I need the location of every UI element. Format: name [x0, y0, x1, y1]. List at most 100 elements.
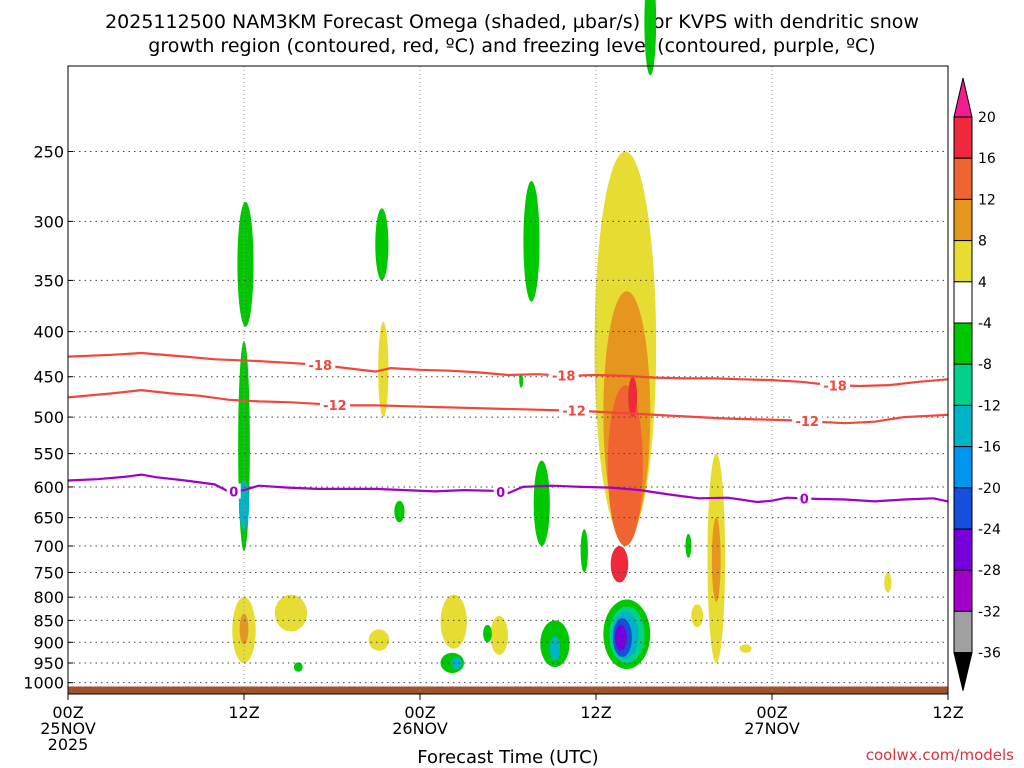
- dgz-contour-1-label-bg-1: [559, 402, 589, 418]
- omega-cell-5: [523, 180, 540, 302]
- colorbar-label-11: -28: [978, 563, 1001, 579]
- colorbar-band-10: [953, 528, 973, 571]
- x-tick-label-0-1: 00Z: [52, 703, 83, 722]
- colorbar-bottom-arrow: [953, 652, 973, 691]
- title-line-2: growth region (contoured, red, ºC) and f…: [148, 35, 875, 57]
- colorbar-label-9: -20: [978, 481, 1001, 497]
- omega-cell-9: [580, 529, 588, 573]
- temperature-contours: -18 -18 -18 -12 -12 -12 0 0 0: [67, 351, 949, 507]
- y-tick-label-10: 750: [33, 563, 64, 582]
- omega-cell-16: [628, 376, 638, 418]
- dgz-contour-1-label-1: -12: [562, 405, 586, 420]
- credit-link[interactable]: coolwx.com/models: [866, 746, 1014, 764]
- y-tick-label-5: 500: [33, 408, 64, 427]
- freezing-level-label-bg-0: [226, 483, 241, 499]
- colorbar-label-6: -8: [978, 357, 992, 373]
- dgz-contour-1-label-0: -12: [323, 399, 347, 414]
- x-axis-label: Forecast Time (UTC): [417, 747, 598, 768]
- colorbar-band-8: [953, 446, 973, 489]
- omega-cell-10: [685, 533, 692, 558]
- dgz-contour-0-label-bg-2: [820, 377, 851, 393]
- omega-cell-14: [607, 385, 643, 547]
- omega-cell-20: [239, 613, 249, 645]
- dgz-contour-0-label-bg-0: [305, 356, 336, 372]
- y-tick-label-3: 400: [33, 323, 64, 342]
- colorbar-band-gray: [953, 610, 973, 654]
- colorbar-label-7: -12: [978, 398, 1001, 414]
- freezing-level-label-bg-2: [797, 490, 812, 506]
- omega-cell-21: [274, 594, 308, 632]
- ground-terrain: [68, 686, 948, 694]
- colorbar-band-6: [953, 363, 973, 406]
- omega-cell-32: [615, 624, 627, 651]
- colorbar-label-10: -24: [978, 522, 1001, 538]
- colorbar-band-9: [953, 487, 973, 530]
- colorbar-label-4: 4: [978, 275, 987, 291]
- omega-cell-8: [533, 460, 550, 547]
- omega-cell-4: [375, 208, 389, 281]
- colorbar-label-12: -32: [978, 604, 1001, 620]
- omega-cell-0: [644, 0, 657, 76]
- colorbar-band-11: [953, 569, 973, 612]
- x-tick-label-4-2: 27NOV: [744, 719, 800, 738]
- dgz-contour-1-label-2: -12: [795, 415, 819, 430]
- omega-cell-34: [549, 635, 561, 661]
- dgz-contour-0-label-0: -18: [309, 359, 333, 374]
- dgz-contour-0-label-1: -18: [552, 370, 576, 385]
- title-line-1: 2025112500 NAM3KM Forecast Omega (shaded…: [105, 11, 919, 33]
- omega-cell-1: [237, 201, 254, 327]
- x-tick-label-2-1: 00Z: [404, 703, 435, 722]
- grid-lines: [68, 66, 948, 694]
- plot-border: [67, 65, 949, 695]
- freezing-level-label-bg-1: [493, 484, 508, 500]
- colorbar-band-0: [953, 116, 973, 159]
- y-tick-label-12: 850: [33, 611, 64, 630]
- dgz-contour-1-line: [67, 389, 949, 425]
- colorbar-legend: 20 16 12 8 4 -4 -8 -12 -16 -20 -24 -28 -32 -36: [953, 77, 1001, 691]
- omega-cell-37: [483, 624, 492, 643]
- y-tick-label-7: 600: [33, 478, 64, 497]
- colorbar-label-8: -16: [978, 440, 1001, 456]
- omega-cell-24: [490, 615, 509, 655]
- colorbar-label-1: 16: [978, 151, 996, 167]
- colorbar-band-1: [953, 157, 973, 200]
- dgz-contour-0-label-2: -18: [823, 379, 847, 394]
- colorbar-band-7: [953, 404, 973, 448]
- dgz-contour-0-label-bg-1: [548, 367, 579, 383]
- ground-fill: [68, 686, 948, 694]
- x-tick-label-4-1: 00Z: [756, 703, 787, 722]
- y-tick-label-15: 1000: [23, 674, 64, 693]
- freezing-level-label-2: 0: [800, 492, 809, 507]
- x-tick-label-3-1: 12Z: [580, 703, 611, 722]
- colorbar-label-3: 8: [978, 234, 987, 250]
- colorbar-top-arrow: [953, 77, 973, 118]
- y-tick-label-4: 450: [33, 368, 64, 387]
- omega-cell-18: [711, 517, 721, 602]
- omega-cell-26: [739, 644, 752, 653]
- colorbar-band-4: [953, 281, 973, 324]
- x-tick-label-5-1: 12Z: [932, 703, 963, 722]
- omega-cell-23: [440, 594, 467, 649]
- y-tick-label-0: 250: [33, 142, 64, 161]
- plot-frame: [67, 65, 949, 695]
- colorbar-label-5: -4: [978, 316, 992, 332]
- dgz-contour-1-label-bg-0: [319, 396, 350, 412]
- chart-title: 2025112500 NAM3KM Forecast Omega (shaded…: [105, 11, 919, 57]
- y-tick-label-14: 950: [33, 654, 64, 673]
- colorbar-label-13: -36: [978, 646, 1001, 662]
- y-tick-label-2: 350: [33, 271, 64, 290]
- omega-cell-3: [238, 480, 250, 530]
- x-tick-label-1-1: 12Z: [228, 703, 259, 722]
- omega-cell-15: [610, 546, 629, 583]
- y-tick-label-13: 900: [33, 633, 64, 652]
- y-tick-label-11: 800: [33, 588, 64, 607]
- x-tick-label-0-3: 2025: [48, 735, 89, 754]
- omega-cell-25: [691, 604, 704, 628]
- freezing-level-label-1: 0: [496, 486, 505, 501]
- freezing-level-label-0: 0: [229, 485, 238, 500]
- colorbar-band-2: [953, 198, 973, 242]
- x-tick-label-2-2: 26NOV: [392, 719, 448, 738]
- omega-cell-38: [293, 662, 303, 672]
- plot-area: [68, 66, 948, 694]
